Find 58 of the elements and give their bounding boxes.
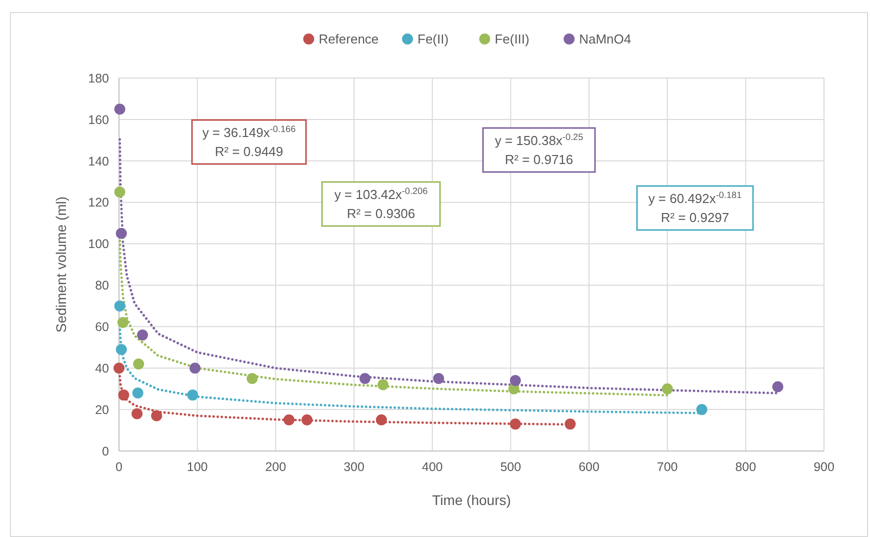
y-tick-label: 140 — [88, 154, 110, 168]
point — [302, 414, 312, 426]
x-tick-label: 100 — [186, 460, 208, 474]
x-tick-label: 600 — [578, 460, 600, 474]
y-tick-label: 40 — [95, 361, 110, 376]
y-tick-label: 100 — [88, 237, 110, 252]
point — [114, 300, 126, 312]
point — [376, 414, 387, 426]
y-axis-title: Sediment volume (ml) — [53, 196, 69, 333]
point — [118, 390, 130, 401]
y-tick-label: 160 — [88, 112, 110, 127]
y-tick-label: 180 — [88, 71, 110, 86]
point — [433, 372, 444, 384]
annotation: y = 36.149x$^{-0.166}$ R² = 0.9449 — [202, 124, 296, 159]
x-tick-label: 0 — [116, 460, 123, 474]
x-tick-label: 700 — [656, 460, 678, 474]
point — [283, 414, 294, 426]
point — [114, 104, 126, 115]
point — [133, 358, 144, 370]
point — [114, 362, 124, 374]
point — [696, 404, 708, 416]
y-tick-label: 80 — [95, 278, 110, 293]
point — [510, 418, 521, 430]
x-tick-label: 200 — [265, 460, 286, 474]
point — [246, 372, 258, 384]
y-tick-label: 60 — [95, 320, 110, 334]
legend-label: Fe(II) — [418, 32, 449, 47]
point — [137, 329, 148, 340]
y-tick-label: 120 — [88, 196, 110, 210]
x-tick-label: 500 — [500, 460, 522, 474]
point — [151, 410, 162, 422]
point — [772, 381, 784, 392]
point — [662, 383, 673, 394]
annotation: y = 150.38x$^{-0.25}$ R² = 0.9716 — [494, 132, 584, 167]
point — [116, 344, 127, 355]
y-tick-label: 0 — [102, 444, 110, 458]
legend-label: Fe(III) — [494, 32, 530, 47]
point — [189, 362, 200, 374]
point — [359, 372, 370, 384]
annotation: y = 60.492x$^{-0.181}$ R² = 0.9297 — [648, 190, 742, 225]
point — [117, 317, 128, 328]
point — [116, 228, 127, 239]
legend-label: NaMnO4 — [579, 32, 632, 47]
x-tick-label: 400 — [422, 460, 443, 474]
x-axis-title: Time (hours) — [432, 492, 511, 508]
point — [132, 408, 143, 420]
x-tick-label: 300 — [344, 460, 364, 474]
point — [114, 186, 126, 198]
annotation: y = 103.42x$^{-0.206}$ R² = 0.9306 — [334, 186, 428, 221]
point — [132, 387, 144, 398]
point — [377, 379, 388, 390]
point — [564, 418, 576, 430]
x-tick-label: 900 — [814, 460, 834, 474]
y-tick-label: 20 — [95, 402, 110, 417]
legend-label: Reference — [318, 32, 379, 47]
point — [187, 390, 198, 401]
point — [510, 375, 521, 386]
x-tick-label: 800 — [735, 460, 756, 474]
